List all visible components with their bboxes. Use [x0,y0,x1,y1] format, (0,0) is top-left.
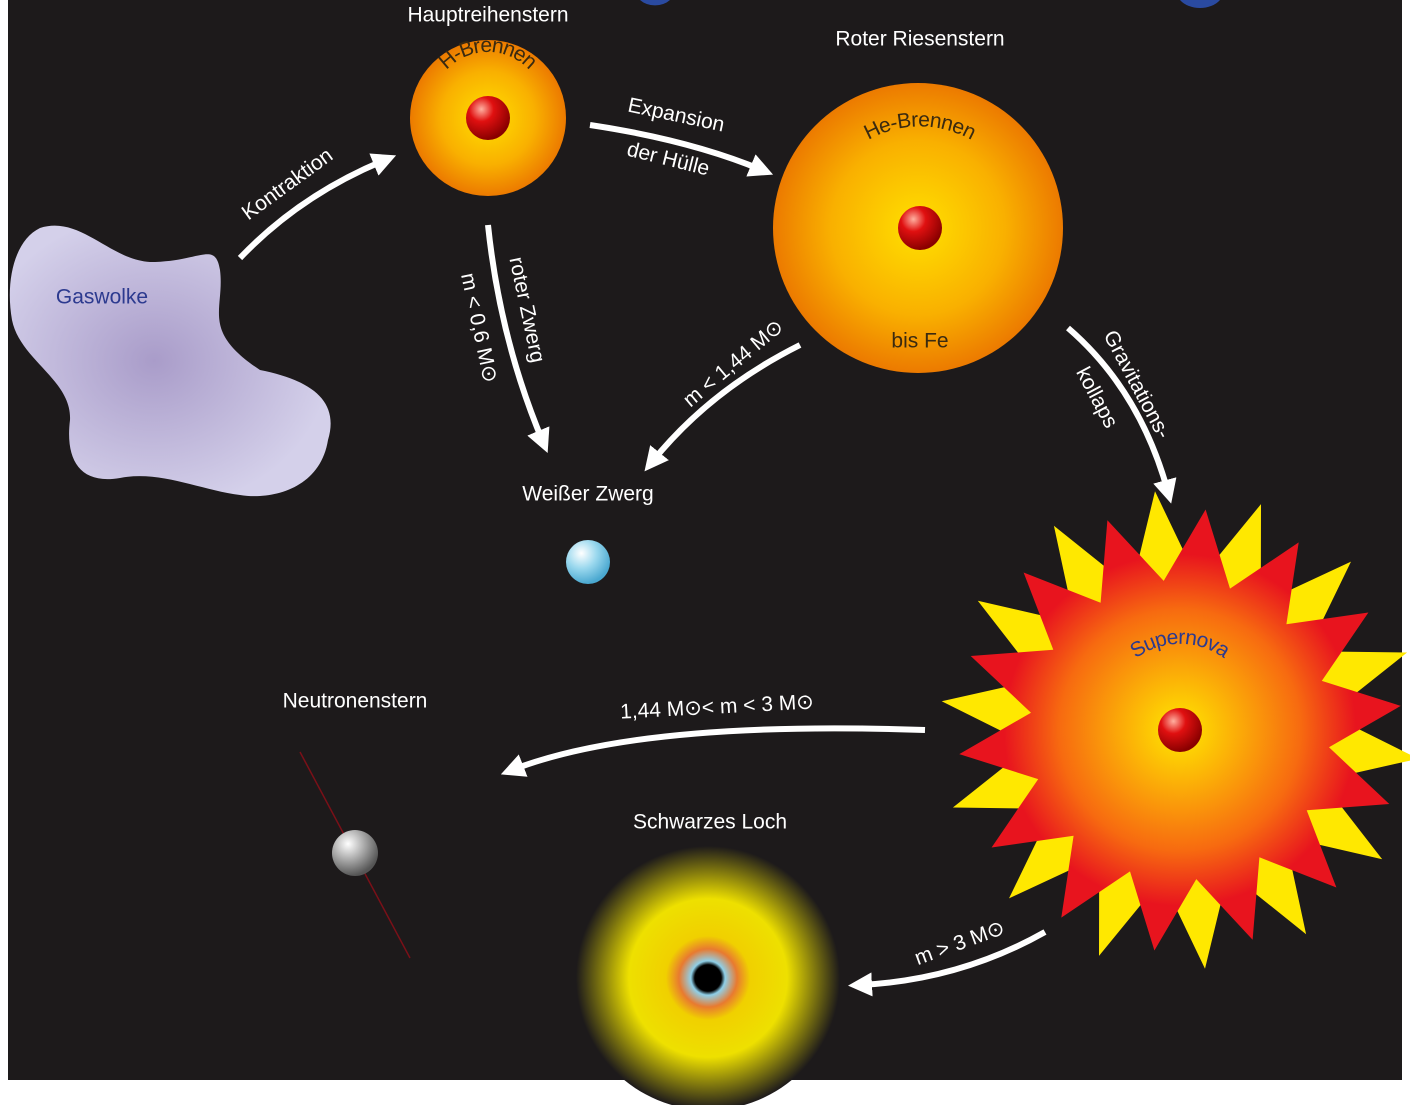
star-core [466,96,510,140]
diagram: Gaswolke Hauptreihenstern H-Brennen Rote… [0,0,1410,1105]
white-dwarf-title: Weißer Zwerg [522,483,653,506]
black-hole [576,846,840,1105]
star-core [1158,708,1202,752]
red-giant-title: Roter Riesenstern [835,28,1004,51]
shell-label: bis Fe [891,330,948,353]
star-core [898,206,942,250]
black-hole-title: Schwarzes Loch [633,811,787,834]
main-sequence-title: Hauptreihenstern [407,4,568,27]
neutron-star-title: Neutronenstern [283,690,428,713]
white-dwarf [566,540,610,584]
gas-cloud-label: Gaswolke [56,286,148,309]
neutron-star [332,830,378,876]
